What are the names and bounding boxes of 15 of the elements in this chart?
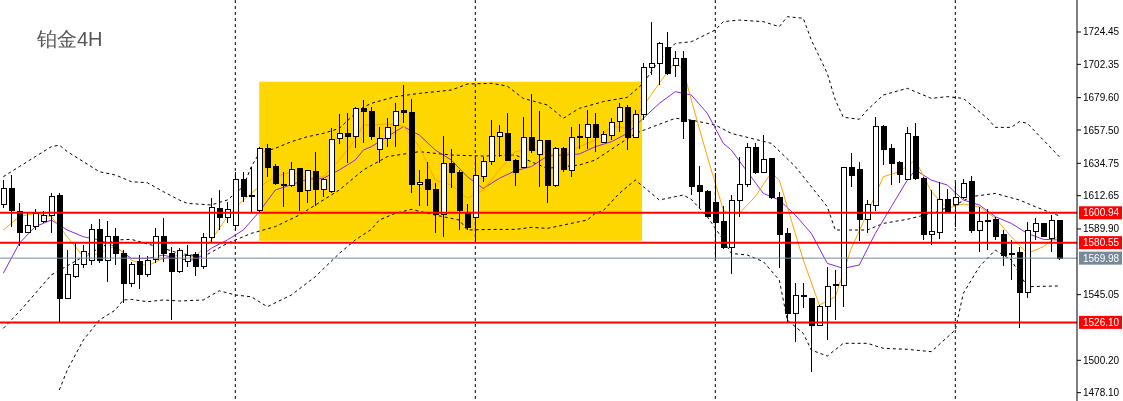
text: 铂金4H [36,28,103,50]
y-tick-label: 1702.35 [1083,58,1120,70]
y-tick-label: 1679.60 [1083,92,1120,104]
y-tick-label: 1724.45 [1083,26,1120,38]
y-tick-label: 1589.90 [1083,223,1120,235]
y-tick-label: 1500.20 [1083,354,1120,366]
y-tick-label: 1545.05 [1083,289,1120,301]
y-tick-label: 1634.75 [1083,157,1120,169]
y-tick-label: 1657.50 [1083,124,1120,136]
ref-line-label: 1580.55 [1083,237,1120,249]
ref-line-label: 1600.94 [1083,207,1120,219]
y-tick-label: 1478.10 [1083,387,1120,399]
ref-line-label: 1526.10 [1083,316,1120,328]
y-tick-label: 1612.65 [1083,190,1120,202]
ref-line-label: 1569.98 [1083,252,1120,264]
